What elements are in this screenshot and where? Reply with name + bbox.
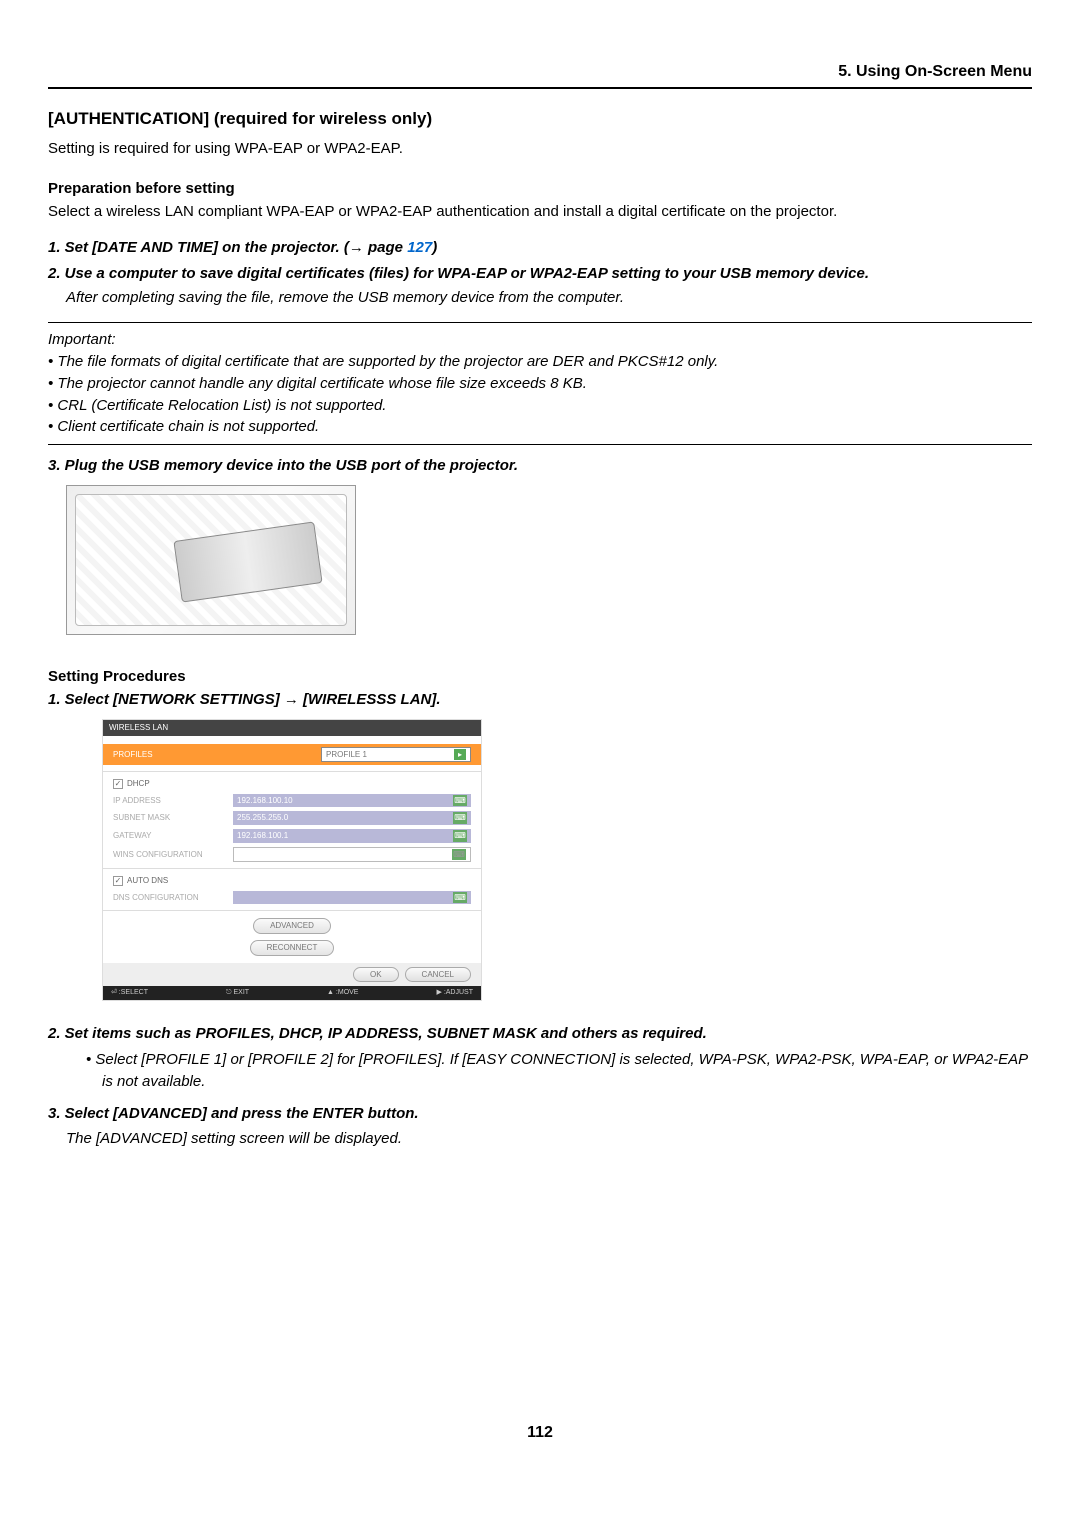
dns-input[interactable]: ⌨ bbox=[233, 891, 471, 905]
reconnect-button[interactable]: RECONNECT bbox=[250, 940, 335, 956]
section-title: [AUTHENTICATION] (required for wireless … bbox=[48, 107, 1032, 132]
profiles-label: PROFILES bbox=[113, 749, 153, 761]
ip-address-row: IP ADDRESS 192.168.100.10 ⌨ bbox=[113, 792, 471, 810]
keyboard-icon[interactable]: ⌨ bbox=[452, 849, 466, 861]
important-bullet: • Client certificate chain is not suppor… bbox=[48, 416, 1032, 438]
profiles-row[interactable]: PROFILES PROFILE 1 ▸ bbox=[103, 744, 481, 766]
dns-label: DNS CONFIGURATION bbox=[113, 892, 233, 904]
proc-step-3: 3. Select [ADVANCED] and press the ENTER… bbox=[48, 1103, 1032, 1125]
important-bullet: • The projector cannot handle any digita… bbox=[48, 373, 1032, 395]
prep-step-1-post: ) bbox=[432, 239, 437, 256]
page-ref-link[interactable]: 127 bbox=[407, 239, 432, 256]
autodns-checkbox-row[interactable]: ✓ AUTO DNS bbox=[113, 873, 471, 889]
dhcp-label: DHCP bbox=[127, 778, 150, 790]
gateway-input[interactable]: 192.168.100.1 ⌨ bbox=[233, 829, 471, 843]
dropdown-arrow-icon[interactable]: ▸ bbox=[454, 749, 466, 761]
gateway-value: 192.168.100.1 bbox=[237, 830, 288, 842]
proc-step-2: 2. Set items such as PROFILES, DHCP, IP … bbox=[48, 1023, 1032, 1045]
dns-row: DNS CONFIGURATION ⌨ bbox=[113, 889, 471, 907]
divider-important-top bbox=[48, 322, 1032, 323]
ip-value: 192.168.100.10 bbox=[237, 795, 293, 807]
keyboard-icon[interactable]: ⌨ bbox=[453, 830, 467, 842]
important-label: Important: bbox=[48, 329, 1032, 351]
wins-input[interactable]: ⌨ bbox=[233, 847, 471, 863]
proc-step-3-note: The [ADVANCED] setting screen will be di… bbox=[48, 1128, 1032, 1150]
dhcp-checkbox-row[interactable]: ✓ DHCP bbox=[113, 776, 471, 792]
footer-move: ▲ :MOVE bbox=[327, 988, 358, 998]
wireless-lan-dialog: WIRELESS LAN PROFILES PROFILE 1 ▸ ✓ DHCP… bbox=[102, 719, 482, 1001]
chapter-header: 5. Using On-Screen Menu bbox=[48, 60, 1032, 83]
advanced-button[interactable]: ADVANCED bbox=[253, 918, 331, 934]
important-bullet: • CRL (Certificate Relocation List) is n… bbox=[48, 395, 1032, 417]
checkbox-icon[interactable]: ✓ bbox=[113, 779, 123, 789]
dialog-title: WIRELESS LAN bbox=[103, 720, 481, 736]
prep-step-1: 1. Set [DATE AND TIME] on the projector.… bbox=[48, 237, 1032, 259]
divider-top bbox=[48, 87, 1032, 89]
footer-adjust: ▶ :ADJUST bbox=[436, 988, 473, 998]
procedures-heading: Setting Procedures bbox=[48, 666, 1032, 688]
prep-step-3: 3. Plug the USB memory device into the U… bbox=[48, 455, 1032, 477]
dialog-footer: ⏎ :SELECT ⎋ EXIT ▲ :MOVE ▶ :ADJUST bbox=[103, 986, 481, 1000]
usb-port-illustration bbox=[66, 485, 356, 635]
subnet-input[interactable]: 255.255.255.0 ⌨ bbox=[233, 811, 471, 825]
prep-step-1-pre: 1. Set [DATE AND TIME] on the projector.… bbox=[48, 239, 407, 256]
divider-important-bottom bbox=[48, 444, 1032, 445]
keyboard-icon[interactable]: ⌨ bbox=[453, 795, 467, 807]
ip-label: IP ADDRESS bbox=[113, 795, 233, 807]
keyboard-icon[interactable]: ⌨ bbox=[453, 812, 467, 824]
profiles-value-text: PROFILE 1 bbox=[326, 749, 367, 761]
wins-row: WINS CONFIGURATION ⌨ bbox=[113, 845, 471, 865]
gateway-label: GATEWAY bbox=[113, 830, 233, 842]
ok-button[interactable]: OK bbox=[353, 967, 399, 983]
cancel-button[interactable]: CANCEL bbox=[405, 967, 471, 983]
important-bullet: • The file formats of digital certificat… bbox=[48, 351, 1032, 373]
proc-step-2-bullet: • Select [PROFILE 1] or [PROFILE 2] for … bbox=[48, 1049, 1032, 1093]
ip-input[interactable]: 192.168.100.10 ⌨ bbox=[233, 794, 471, 808]
wins-label: WINS CONFIGURATION bbox=[113, 849, 233, 861]
important-block: Important: • The file formats of digital… bbox=[48, 329, 1032, 438]
usb-illustration-row bbox=[66, 485, 1032, 642]
prep-heading: Preparation before setting bbox=[48, 178, 1032, 200]
prep-text: Select a wireless LAN compliant WPA-EAP … bbox=[48, 201, 1032, 223]
proc-step-1: 1. Select [NETWORK SETTINGS] → [WIRELESS… bbox=[48, 689, 1032, 711]
prep-step-2-note: After completing saving the file, remove… bbox=[48, 287, 1032, 309]
prep-step-2: 2. Use a computer to save digital certif… bbox=[48, 263, 1032, 285]
keyboard-icon[interactable]: ⌨ bbox=[453, 892, 467, 904]
subnet-value: 255.255.255.0 bbox=[237, 812, 288, 824]
subnet-row: SUBNET MASK 255.255.255.0 ⌨ bbox=[113, 809, 471, 827]
subnet-label: SUBNET MASK bbox=[113, 812, 233, 824]
footer-select: ⏎ :SELECT bbox=[111, 988, 148, 998]
checkbox-icon[interactable]: ✓ bbox=[113, 876, 123, 886]
profiles-value[interactable]: PROFILE 1 ▸ bbox=[321, 747, 471, 763]
footer-exit: ⎋ EXIT bbox=[226, 988, 249, 998]
autodns-label: AUTO DNS bbox=[127, 875, 168, 887]
gateway-row: GATEWAY 192.168.100.1 ⌨ bbox=[113, 827, 471, 845]
intro-text: Setting is required for using WPA-EAP or… bbox=[48, 138, 1032, 160]
page-number: 112 bbox=[48, 1421, 1032, 1444]
